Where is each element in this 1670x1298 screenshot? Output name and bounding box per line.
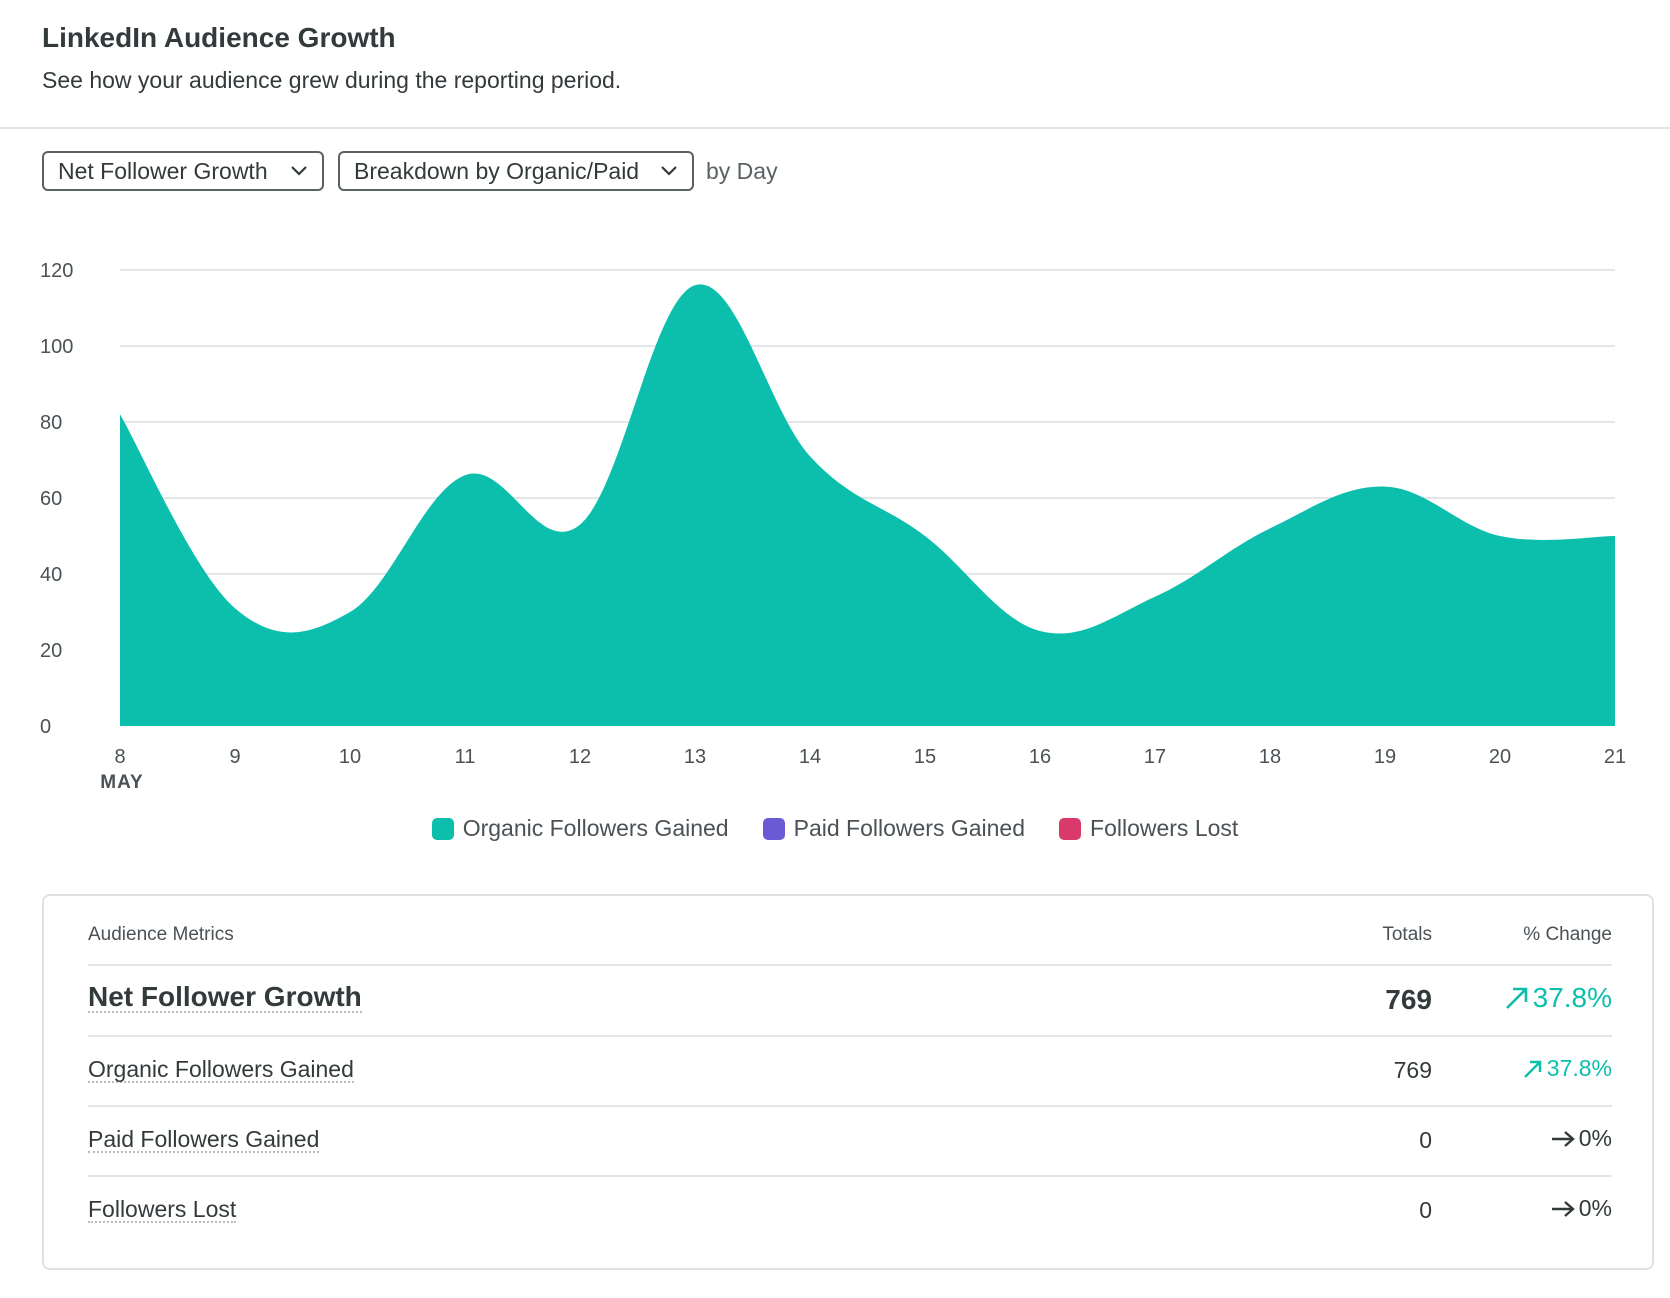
x-tick-label: 19	[1374, 746, 1396, 768]
metric-change: 37.8%	[1504, 982, 1612, 1014]
column-header-change: % Change	[1523, 924, 1612, 945]
metric-change: 37.8%	[1522, 1055, 1612, 1082]
breakdown-dropdown[interactable]: Breakdown by Organic/Paid	[338, 151, 694, 191]
legend-label-paid: Paid Followers Gained	[793, 815, 1026, 841]
legend-swatch-lost	[1059, 817, 1082, 840]
legend-swatch-paid	[762, 817, 785, 840]
legend-label-lost: Followers Lost	[1090, 815, 1239, 841]
x-tick-label: 8	[114, 746, 125, 768]
metric-change-value: 37.8%	[1532, 982, 1612, 1013]
x-tick-label: 20	[1489, 746, 1511, 768]
area-organic-followers-gained	[120, 284, 1615, 726]
y-tick-label: 0	[40, 716, 51, 738]
x-tick-label: 13	[684, 746, 706, 768]
y-tick-label: 100	[40, 336, 73, 358]
trend-flat-icon	[1550, 1129, 1576, 1149]
breakdown-dropdown-label: Breakdown by Organic/Paid	[354, 157, 640, 184]
trend-up-icon	[1522, 1058, 1544, 1080]
metric-change: 0%	[1550, 1125, 1612, 1152]
metric-name-paid-followers-gained[interactable]: Paid Followers Gained	[88, 1126, 320, 1154]
x-tick-label: 15	[914, 746, 936, 768]
metric-name-followers-lost[interactable]: Followers Lost	[88, 1196, 237, 1224]
chevron-down-icon	[290, 165, 308, 177]
metric-total: 0	[1419, 1197, 1432, 1223]
metric-change-value: 37.8%	[1546, 1055, 1612, 1081]
table-header: Audience Metrics Totals % Change	[88, 918, 1612, 966]
y-tick-label: 60	[40, 488, 62, 510]
table-row: Paid Followers Gained 0 0%	[88, 1107, 1612, 1177]
y-tick-label: 120	[40, 260, 73, 282]
x-axis-month-label: MAY	[100, 772, 143, 793]
chart-legend: Organic Followers Gained Paid Followers …	[0, 815, 1670, 842]
metric-name-organic-followers-gained[interactable]: Organic Followers Gained	[88, 1056, 354, 1084]
x-tick-label: 14	[799, 746, 821, 768]
audience-growth-chart: 0 20 40 60 80 100 120 8 9 10 11 12 13 14 15 16 17 18 19 20 2…	[40, 260, 1626, 793]
metric-name-net-follower-growth[interactable]: Net Follower Growth	[88, 981, 362, 1014]
trend-flat-icon	[1550, 1199, 1576, 1219]
legend-item-lost[interactable]: Followers Lost	[1059, 815, 1238, 842]
legend-swatch-organic	[431, 817, 454, 840]
x-tick-label: 10	[339, 746, 361, 768]
page-subtitle: See how your audience grew during the re…	[42, 67, 622, 93]
page-title: LinkedIn Audience Growth	[42, 22, 396, 53]
audience-metrics-card: Audience Metrics Totals % Change Net Fol…	[42, 894, 1654, 1270]
y-tick-label: 40	[40, 564, 62, 586]
column-header-metric: Audience Metrics	[88, 924, 234, 945]
metric-total: 769	[1393, 1057, 1432, 1083]
legend-label-organic: Organic Followers Gained	[462, 815, 729, 841]
table-row: Followers Lost 0 0%	[88, 1177, 1612, 1245]
legend-item-paid[interactable]: Paid Followers Gained	[762, 815, 1026, 842]
chevron-down-icon	[660, 165, 678, 177]
metric-total: 0	[1419, 1127, 1432, 1153]
metric-change-value: 0%	[1578, 1195, 1612, 1221]
report-header: LinkedIn Audience Growth See how your au…	[0, 0, 1670, 129]
x-tick-label: 16	[1029, 746, 1051, 768]
metric-change: 0%	[1550, 1195, 1612, 1222]
legend-item-organic[interactable]: Organic Followers Gained	[431, 815, 729, 842]
column-header-totals: Totals	[1382, 924, 1432, 945]
x-tick-label: 18	[1259, 746, 1281, 768]
x-tick-label: 17	[1144, 746, 1166, 768]
y-tick-label: 80	[40, 412, 62, 434]
x-tick-label: 21	[1604, 746, 1626, 768]
metric-dropdown[interactable]: Net Follower Growth	[42, 151, 324, 191]
x-tick-label: 12	[569, 746, 591, 768]
trend-up-icon	[1504, 985, 1530, 1011]
metric-change-value: 0%	[1578, 1125, 1612, 1151]
y-tick-label: 20	[40, 640, 62, 662]
metric-dropdown-label: Net Follower Growth	[58, 157, 268, 184]
x-tick-label: 11	[455, 746, 476, 768]
metric-total: 769	[1385, 984, 1432, 1015]
x-tick-label: 9	[229, 746, 240, 768]
table-row: Organic Followers Gained 769 37.8%	[88, 1037, 1612, 1107]
table-row: Net Follower Growth 769 37.8%	[88, 966, 1612, 1037]
period-label: by Day	[706, 158, 778, 184]
